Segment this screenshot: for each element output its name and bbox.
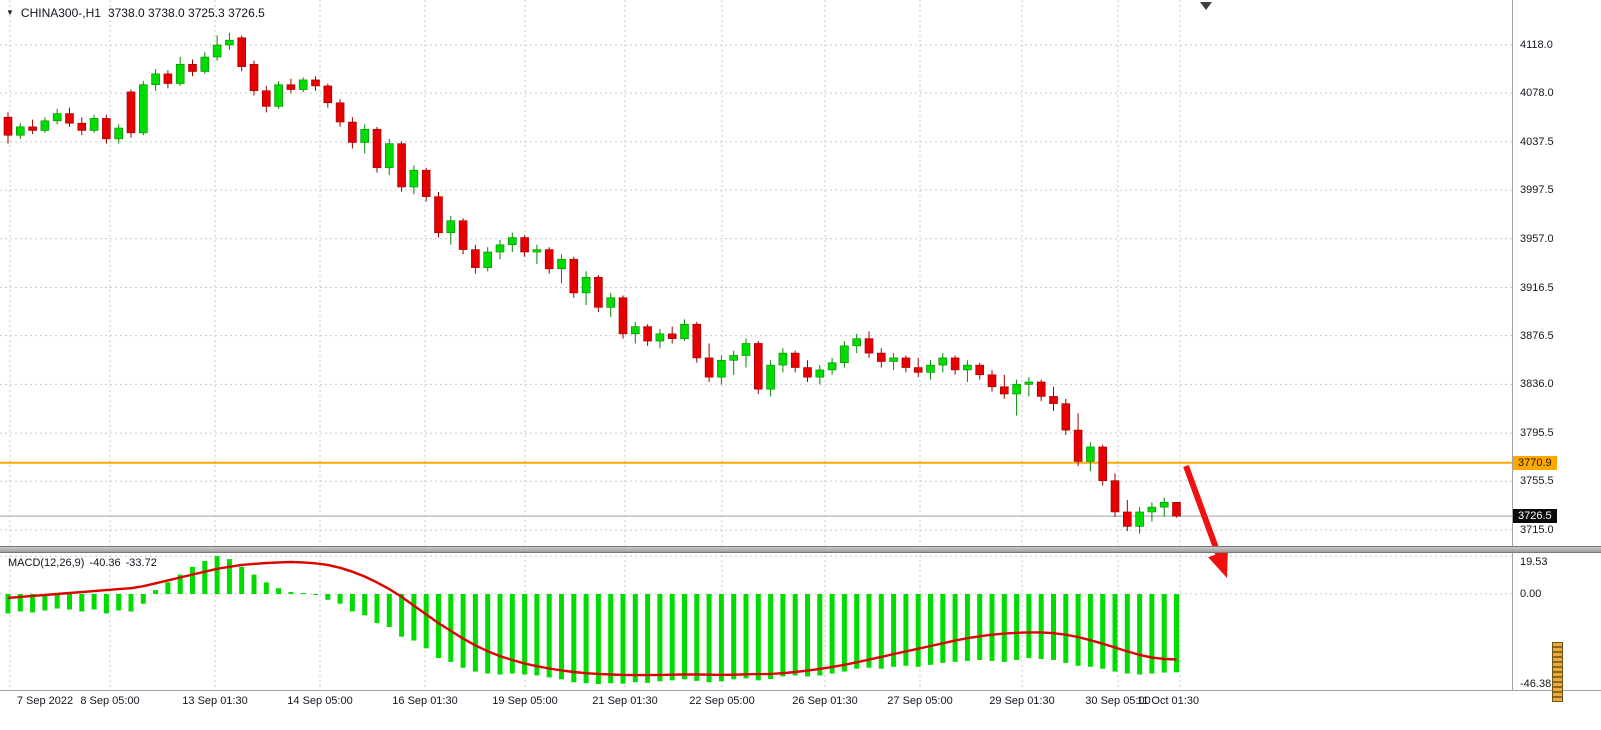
grid-lines — [0, 0, 1512, 688]
time-tick-label: 30 Sep 05:00 — [1085, 695, 1151, 707]
macd-signal-line — [7, 560, 1177, 677]
price-tick-label: 3715.0 — [1520, 524, 1554, 536]
macd-tick-label: -46.38 — [1520, 677, 1552, 690]
time-tick-label: 13 Sep 01:30 — [182, 695, 248, 707]
chart-shift-icon[interactable] — [1200, 2, 1212, 10]
time-axis-border — [0, 690, 1601, 691]
macd-tick-label: 0.00 — [1520, 588, 1542, 600]
time-tick-label: 19 Sep 05:00 — [492, 695, 558, 707]
price-tick-label: 3916.5 — [1520, 281, 1554, 294]
indicator-main-value: -40.36 — [89, 557, 121, 569]
ohlc-values: 3738.0 3738.0 3725.3 3726.5 — [107, 6, 265, 20]
price-tick-label: 4037.5 — [1520, 135, 1554, 148]
time-tick-label: 11 Oct 01:30 — [1136, 695, 1200, 707]
time-tick-label: 29 Sep 01:30 — [989, 695, 1055, 707]
price-tick-label: 3997.5 — [1520, 184, 1554, 197]
time-tick-label: 27 Sep 05:00 — [887, 695, 953, 707]
macd-tick-label: 19.53 — [1520, 556, 1548, 568]
symbol-period-label: CHINA300-,H1 — [20, 6, 101, 20]
price-tick-label: 4078.0 — [1520, 87, 1554, 100]
price-tick-label: 3795.5 — [1520, 427, 1554, 440]
level-price-badge: 3770.9 — [1513, 456, 1557, 470]
indicator-name: MACD(12,26,9) — [8, 557, 85, 569]
price-tick-label: 3876.5 — [1520, 329, 1554, 342]
price-tick-label: 3836.0 — [1520, 378, 1554, 391]
indicator-label: MACD(12,26,9) -40.36 -33.72 — [8, 557, 162, 569]
price-tick-label: 3957.0 — [1520, 232, 1554, 245]
edge-striped-marker — [1552, 642, 1563, 702]
candles — [3, 32, 1181, 534]
price-tick-label: 4118.0 — [1520, 39, 1553, 51]
time-tick-label: 21 Sep 01:30 — [592, 695, 658, 707]
pane-splitter[interactable] — [0, 546, 1601, 553]
current-price-badge: 3726.5 — [1513, 509, 1557, 523]
breakdown-arrow — [1183, 464, 1228, 578]
time-tick-label: 14 Sep 05:00 — [287, 695, 353, 707]
symbol-header: ▼ CHINA300-,H1 3738.0 3738.0 3725.3 3726… — [6, 6, 265, 20]
time-tick-label: 26 Sep 01:30 — [792, 695, 858, 707]
time-tick-label: 8 Sep 05:00 — [80, 695, 140, 707]
price-tick-label: 3755.5 — [1520, 475, 1554, 488]
time-tick-label: 22 Sep 05:00 — [689, 695, 755, 707]
price-axis-border — [1512, 0, 1513, 690]
time-tick-label: 16 Sep 01:30 — [392, 695, 458, 707]
symbol-dropdown-icon[interactable]: ▼ — [6, 7, 14, 17]
time-tick-label: 7 Sep 2022 — [16, 695, 74, 707]
macd-histogram — [5, 556, 1179, 684]
indicator-signal-value: -33.72 — [125, 557, 157, 569]
